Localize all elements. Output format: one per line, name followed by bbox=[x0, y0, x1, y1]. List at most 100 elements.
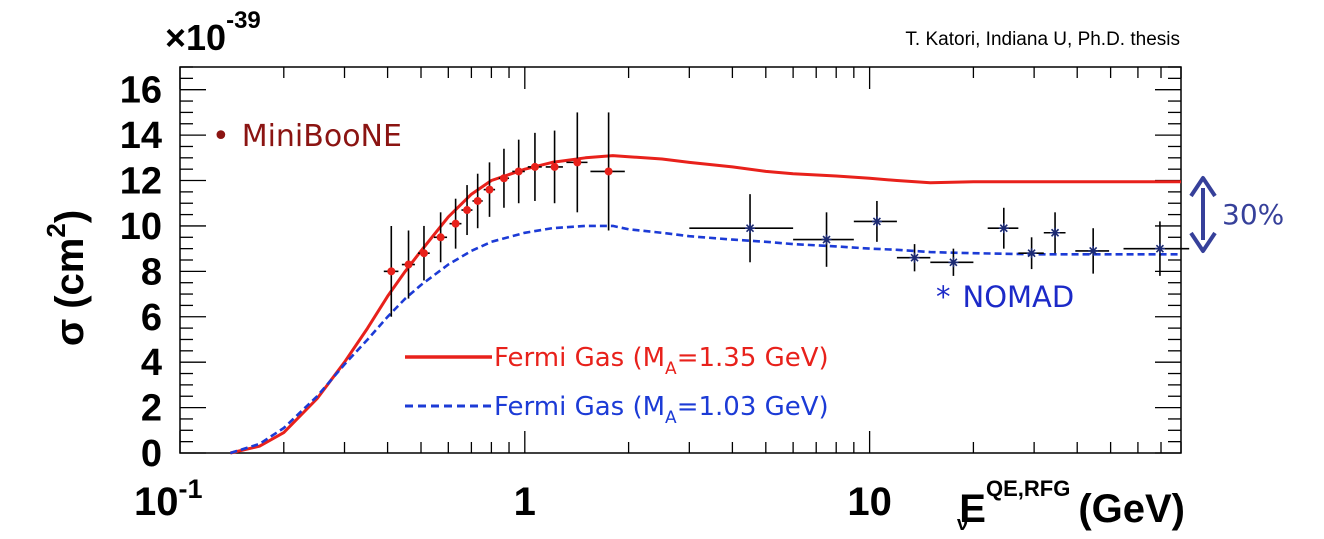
y-tick-label: 10 bbox=[120, 206, 162, 248]
miniboone-marker bbox=[419, 249, 428, 258]
x-tick-label: 10 bbox=[847, 480, 892, 524]
miniboone-marker bbox=[404, 260, 413, 269]
legend: Fermi Gas (MA=1.35 GeV) Fermi Gas (MA=1.… bbox=[405, 343, 829, 428]
y-tick-label: 4 bbox=[141, 342, 162, 384]
miniboone-marker bbox=[530, 162, 539, 171]
legend-ma103-sub: A bbox=[665, 408, 677, 428]
nomad-star-marker bbox=[1088, 245, 1099, 256]
y-tick-label: 16 bbox=[120, 70, 162, 112]
miniboone-point bbox=[566, 112, 588, 213]
x-axis-e: E bbox=[959, 487, 986, 531]
nomad-star-marker bbox=[1050, 227, 1061, 238]
legend-ma103-pre: Fermi Gas (M bbox=[494, 392, 665, 422]
miniboone-point bbox=[483, 162, 496, 217]
nomad-star-marker bbox=[998, 223, 1009, 234]
y-axis-unit-exponent: 2 bbox=[41, 223, 71, 237]
y-tick-label: 6 bbox=[141, 297, 162, 339]
miniboone-marker bbox=[499, 174, 508, 183]
miniboone-marker bbox=[604, 167, 613, 176]
miniboone-point bbox=[461, 185, 473, 236]
miniboone-text: MiniBooNE bbox=[242, 119, 402, 154]
nomad-point bbox=[1018, 237, 1044, 270]
miniboone-point bbox=[590, 112, 625, 231]
y-tick-label: 0 bbox=[141, 433, 162, 475]
arrow-down-icon bbox=[1189, 231, 1217, 253]
data-points bbox=[383, 112, 1190, 317]
y-axis-title: σ (cm2) bbox=[41, 210, 92, 346]
x-axis-title: EQE,RFG (GeV) bbox=[959, 476, 1185, 531]
miniboone-point bbox=[512, 139, 525, 204]
nomad-point bbox=[853, 200, 897, 242]
nomad-star-marker bbox=[821, 234, 832, 245]
y-axis-unit-close: ) bbox=[48, 210, 92, 223]
y-multiplier-base: ×10 bbox=[165, 17, 226, 58]
nomad-point bbox=[1043, 212, 1066, 254]
y-tick-label: 14 bbox=[120, 115, 162, 157]
y-multiplier: ×10-39 bbox=[165, 7, 261, 58]
miniboone-marker bbox=[473, 196, 482, 205]
miniboone-point bbox=[383, 225, 399, 317]
nomad-point bbox=[1123, 221, 1190, 276]
nomad-point bbox=[689, 194, 794, 263]
x-tick-base: 10 bbox=[134, 480, 179, 524]
y-tick-label: 2 bbox=[141, 388, 162, 430]
miniboone-point bbox=[433, 212, 448, 263]
nomad-label: * NOMAD bbox=[936, 280, 1074, 314]
legend-entry-ma103: Fermi Gas (MA=1.03 GeV) bbox=[494, 392, 829, 428]
nomad-star-marker bbox=[871, 216, 882, 227]
miniboone-marker bbox=[485, 185, 494, 194]
legend-ma135-pre: Fermi Gas (M bbox=[494, 343, 665, 373]
miniboone-bullet: • bbox=[212, 119, 230, 154]
nomad-point bbox=[987, 207, 1019, 249]
x-axis-unit: (GeV) bbox=[1078, 487, 1185, 531]
legend-ma135-sub: A bbox=[665, 359, 677, 379]
miniboone-marker bbox=[550, 162, 559, 171]
nomad-star-marker bbox=[948, 257, 959, 268]
nomad-point bbox=[793, 212, 854, 267]
credit-text: T. Katori, Indiana U, Ph.D. thesis bbox=[905, 29, 1180, 50]
nomad-star: * bbox=[936, 280, 951, 314]
nomad-point bbox=[930, 248, 974, 276]
nomad-text: NOMAD bbox=[963, 280, 1075, 314]
miniboone-point bbox=[449, 198, 462, 249]
thirty-percent-label: 30% bbox=[1222, 198, 1284, 231]
miniboone-label: • MiniBooNE bbox=[212, 119, 402, 154]
miniboone-marker bbox=[436, 233, 445, 242]
legend-ma103-post: =1.03 GeV) bbox=[677, 392, 829, 422]
nomad-point bbox=[1075, 228, 1110, 274]
legend-ma135-post: =1.35 GeV) bbox=[677, 343, 829, 373]
x-axis-subscript: ν bbox=[957, 513, 968, 535]
x-tick-exponent: -1 bbox=[179, 474, 203, 504]
nomad-star-marker bbox=[1154, 243, 1165, 254]
nomad-star-marker bbox=[745, 223, 756, 234]
x-axis-superscript: QE,RFG bbox=[986, 476, 1070, 501]
y-axis-sigma: σ bbox=[48, 319, 92, 346]
curve-ma-1-03 bbox=[230, 224, 1181, 455]
nomad-star-marker bbox=[1026, 248, 1037, 259]
miniboone-point bbox=[498, 148, 510, 208]
y-multiplier-exponent: -39 bbox=[226, 7, 261, 34]
miniboone-marker bbox=[463, 206, 472, 215]
miniboone-point bbox=[417, 225, 430, 281]
miniboone-marker bbox=[514, 167, 523, 176]
y-tick-label: 12 bbox=[120, 161, 162, 203]
nomad-star-marker bbox=[909, 252, 920, 263]
x-tick-label: 10-1 bbox=[134, 474, 203, 524]
y-axis-unit: (cm bbox=[48, 238, 92, 309]
miniboone-point bbox=[401, 230, 415, 299]
thirty-percent-arrow bbox=[1189, 176, 1217, 253]
nomad-point bbox=[896, 244, 931, 272]
miniboone-marker bbox=[573, 158, 582, 167]
x-tick-label: 1 bbox=[514, 480, 536, 524]
miniboone-marker bbox=[451, 219, 460, 228]
miniboone-point bbox=[545, 130, 563, 204]
model-curves bbox=[230, 154, 1181, 455]
y-tick-label: 8 bbox=[141, 251, 162, 293]
curve-ma-1-35 bbox=[230, 154, 1181, 455]
legend-entry-ma135: Fermi Gas (MA=1.35 GeV) bbox=[494, 343, 829, 379]
miniboone-marker bbox=[387, 267, 396, 276]
arrow-up-icon bbox=[1189, 176, 1217, 198]
miniboone-point bbox=[527, 132, 542, 201]
